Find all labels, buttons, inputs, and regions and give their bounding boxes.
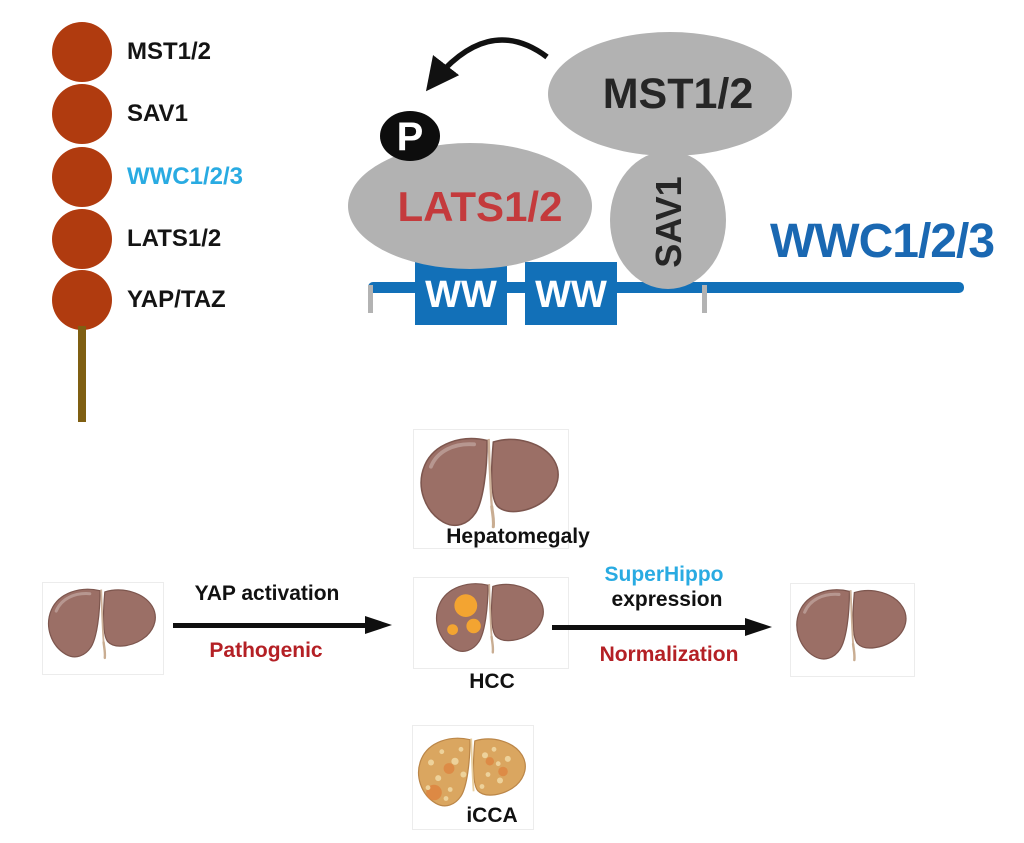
legend-item: LATS1/2 [52, 209, 221, 269]
recovered-liver-illustration [796, 589, 907, 662]
icca-label: iCCA [466, 804, 518, 827]
legend-item-label: WWC1/2/3 [127, 163, 244, 190]
backbone-tick-left [368, 285, 373, 313]
tumor-nodule-icon [454, 594, 478, 617]
arrow-shaft [173, 623, 368, 628]
phospho-badge-label: P [397, 115, 424, 159]
legend-item: MST1/2 [52, 22, 211, 82]
legend-item: WWC1/2/3 [52, 147, 243, 207]
arrow-shaft [552, 625, 748, 630]
sav-ellipse [610, 151, 726, 289]
pathogenic-arrow-icon [173, 616, 392, 634]
icca-lesion-icon [498, 766, 508, 777]
hcc-label: HCC [469, 670, 515, 693]
hcc-card [413, 577, 569, 669]
normalization-arrow-icon [552, 618, 772, 636]
yap-activation-label: YAP activation [194, 582, 340, 605]
icca-liver-illustration [417, 737, 526, 807]
hcc-liver-illustration [435, 583, 544, 654]
normalization-label: Normalization [599, 643, 739, 666]
hepatomegaly-liver-illustration [420, 437, 559, 529]
backbone-tick-right [702, 285, 707, 313]
lats-ellipse [348, 143, 592, 269]
icca-nodules [425, 746, 511, 801]
arrow-head [745, 618, 772, 636]
hepatomegaly-label: Hepatomegaly [446, 525, 590, 548]
legend-stem [78, 326, 86, 422]
ww-domain-label: WW [535, 274, 607, 316]
wwc-protein-label: WWC1/2/3 [770, 215, 994, 268]
legend-item: SAV1 [52, 84, 188, 144]
ww-domain-label: WW [425, 274, 497, 316]
lats-label: LATS1/2 [398, 183, 563, 230]
mst-label: MST1/2 [603, 70, 754, 118]
protein-bead-icon [52, 84, 112, 144]
protein-bead-icon [52, 270, 112, 330]
protein-bead-icon [52, 22, 112, 82]
tumor-nodule-icon [447, 624, 458, 635]
sav-label: SAV1 [648, 176, 689, 267]
ww-domain-box-2 [525, 262, 617, 325]
protein-bead-icon [52, 147, 112, 207]
ww-domain-box-1 [415, 262, 507, 325]
mst-ellipse [548, 32, 792, 156]
arrow-head [365, 616, 392, 634]
protein-bead-icon [52, 209, 112, 269]
icca-card [412, 725, 534, 830]
legend-item-label: SAV1 [127, 100, 188, 127]
hepatomegaly-card [413, 429, 569, 549]
normal-liver-card [42, 582, 164, 675]
tumor-nodule-icon [466, 618, 481, 634]
superhippo-label: SuperHippo [604, 563, 724, 586]
hippo-complex-diagram: WW WW MST1/2 SAV1 LATS1/2 P WWC1/2/3 [348, 32, 995, 325]
pathogenic-label: Pathogenic [209, 639, 323, 662]
legend-item-label: LATS1/2 [127, 225, 222, 252]
phospho-badge [380, 111, 440, 161]
legend-item-label: MST1/2 [127, 38, 212, 65]
icca-lesion-icon [443, 763, 455, 774]
legend-item-label: YAP/TAZ [127, 286, 226, 313]
recovered-liver-card [790, 583, 915, 677]
expression-label: expression [611, 588, 723, 611]
icca-lesion-icon [485, 757, 494, 766]
legend-item: YAP/TAZ [52, 270, 226, 330]
phosphorylation-arrow-icon [425, 37, 549, 92]
normal-liver-illustration [47, 588, 156, 660]
